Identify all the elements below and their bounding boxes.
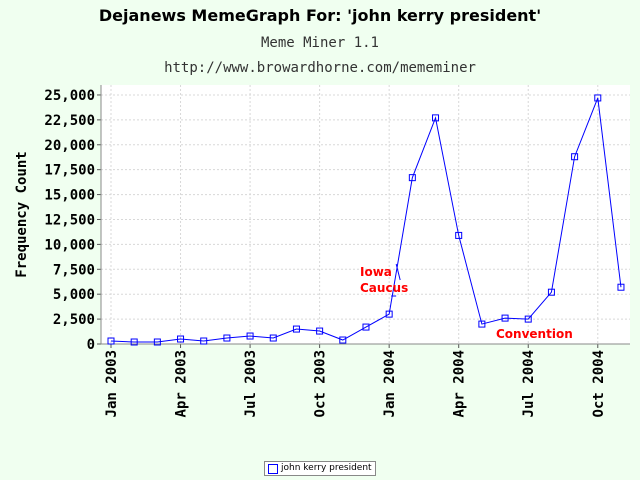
data-point	[432, 114, 440, 122]
y-tick-label: 22,500	[44, 113, 95, 129]
data-point	[594, 94, 602, 102]
data-point	[362, 323, 370, 331]
chart-legend: john kerry president	[264, 461, 376, 476]
y-tick-label: 7,500	[53, 262, 95, 278]
data-point	[617, 283, 625, 291]
x-tick-label: Apr 2003	[174, 350, 190, 417]
data-point	[524, 315, 532, 323]
x-tick-label: Jul 2003	[243, 350, 259, 417]
data-point	[246, 332, 254, 340]
y-tick-label: 0	[87, 337, 95, 353]
x-tick-label: Oct 2003	[313, 350, 329, 417]
chart-subtitle: Meme Miner 1.1	[260, 35, 379, 51]
plot-area	[101, 85, 630, 344]
data-point	[339, 336, 347, 344]
y-tick-label: 5,000	[53, 287, 95, 303]
legend-label: john kerry president	[281, 463, 372, 473]
data-point	[547, 288, 555, 296]
data-point	[107, 337, 115, 345]
chart-title: Dejanews MemeGraph For: 'john kerry pres…	[98, 6, 542, 25]
x-tick-label: Apr 2004	[452, 350, 468, 417]
data-point	[153, 338, 161, 346]
chart-url: http://www.browardhorne.com/mememiner	[164, 60, 476, 76]
data-point	[292, 325, 300, 333]
y-tick-label: 12,500	[44, 212, 95, 228]
legend-swatch	[268, 463, 278, 474]
data-point	[316, 327, 324, 335]
data-point	[269, 334, 277, 342]
y-tick-label: 2,500	[53, 312, 95, 328]
data-point	[177, 335, 185, 343]
x-tick-label: Jul 2004	[521, 350, 537, 417]
y-tick-label: 10,000	[44, 237, 95, 253]
data-point	[223, 334, 231, 342]
x-tick-label: Oct 2004	[591, 350, 607, 417]
series-line	[110, 97, 622, 343]
data-point	[478, 320, 486, 328]
x-tick-label: Jan 2004	[382, 350, 398, 417]
annotation-convention: Convention	[496, 327, 573, 341]
y-tick-label: 25,000	[44, 88, 95, 104]
data-point	[571, 153, 579, 161]
data-point	[501, 314, 509, 322]
data-point	[408, 174, 416, 182]
y-axis-label: Frequency Count	[14, 151, 30, 277]
data-point	[455, 231, 463, 239]
y-tick-label: 17,500	[44, 163, 95, 179]
annotation-pointer	[395, 263, 401, 281]
y-tick-label: 20,000	[44, 138, 95, 154]
data-point	[385, 310, 393, 318]
data-point	[200, 337, 208, 345]
x-tick-label: Jan 2003	[104, 350, 120, 417]
y-tick-label: 15,000	[44, 188, 95, 204]
data-point	[130, 338, 138, 346]
annotation-iowa-caucus: Iowa Caucus	[360, 265, 408, 295]
